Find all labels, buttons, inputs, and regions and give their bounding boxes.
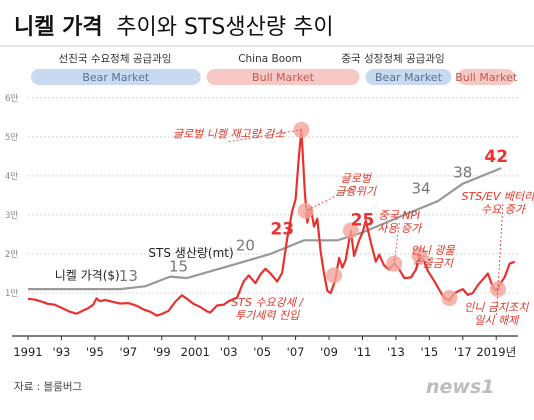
annotation-4: STS/EV 배터리용수요 증가 bbox=[462, 190, 534, 216]
y-tick-label-5: 6만 bbox=[5, 94, 18, 104]
chart-title-bold: 니켈 가격 bbox=[14, 15, 103, 40]
plot-area: Bear Market 선진국 수요정체 공급과잉 Bull Market China… bbox=[5, 53, 534, 359]
event-marker-6 bbox=[441, 290, 458, 307]
series-line-sts bbox=[28, 167, 502, 291]
x-tick-label-13: '17 bbox=[454, 345, 472, 359]
value-label-7: 42 bbox=[484, 147, 508, 167]
value-label-6: 38 bbox=[453, 164, 472, 182]
annotation-2: 중국 NPI 사용 증가 bbox=[377, 209, 423, 235]
value-label-3: 23 bbox=[270, 219, 294, 239]
y-tick-label-3: 4만 bbox=[5, 172, 18, 182]
annotation-4-line-0: STS/EV 배터리용 bbox=[462, 190, 534, 203]
leader-line-4 bbox=[497, 204, 504, 290]
market-band-1 bbox=[206, 69, 360, 85]
market-band-3 bbox=[457, 69, 515, 85]
annotation-1-line-1: 금융위기 bbox=[336, 185, 377, 198]
y-tick-label-1: 2만 bbox=[5, 250, 18, 260]
annotation-6: 인니 금지조치 일시 해제 bbox=[464, 301, 529, 327]
x-tick-label-10: '11 bbox=[354, 345, 372, 359]
x-tick-label-11: '13 bbox=[387, 345, 405, 359]
value-label-5: 34 bbox=[411, 179, 430, 197]
x-tick-label-1: '93 bbox=[53, 345, 71, 359]
y-tick-label-2: 3만 bbox=[5, 211, 18, 221]
market-band-2 bbox=[365, 69, 452, 85]
annotation-3-line-1: 수출금지 bbox=[412, 257, 453, 270]
annotation-5-line-0: STS 수요강세 / bbox=[231, 296, 304, 309]
x-tick-label-2: '95 bbox=[86, 345, 104, 359]
value-label-4: 25 bbox=[351, 210, 375, 230]
source-note: 자료 : 블룸버그 bbox=[14, 381, 83, 393]
annotation-3: 인니 광물 수출금지 bbox=[411, 244, 456, 270]
chart-title-rest: 추이와 STS생산량 추이 bbox=[116, 15, 333, 40]
x-tick-label-14: 2019년 bbox=[476, 345, 516, 359]
annotation-2-line-1: 사용 증가 bbox=[377, 222, 423, 235]
market-band-label-0: Bear Market bbox=[82, 71, 150, 84]
x-tick-label-5: 2001 bbox=[181, 345, 210, 359]
x-tick-label-0: 1991 bbox=[13, 345, 42, 359]
annotation-4-line-1: 수요 증가 bbox=[481, 203, 527, 216]
leader-line-1 bbox=[305, 185, 356, 212]
phase-label-1: China Boom bbox=[238, 53, 302, 65]
annotation-5-line-1: 투기세력 진입 bbox=[235, 309, 300, 322]
x-tick-label-12: '15 bbox=[420, 345, 438, 359]
x-tick-label-6: '03 bbox=[220, 345, 238, 359]
y-tick-label-0: 1만 bbox=[5, 289, 18, 299]
annotation-1: 글로벌 금융위기 bbox=[336, 172, 377, 198]
leader-line-0 bbox=[228, 129, 302, 143]
event-marker-3 bbox=[342, 222, 359, 239]
phase-label-2: 중국 성장정체 공급과잉 bbox=[341, 53, 444, 65]
event-marker-2 bbox=[326, 267, 343, 284]
x-tick-label-4: '99 bbox=[153, 345, 171, 359]
value-label-0: 13 bbox=[119, 267, 138, 285]
x-tick-label-8: '07 bbox=[287, 345, 305, 359]
leader-line-2 bbox=[393, 222, 400, 264]
market-band-0 bbox=[31, 69, 201, 85]
annotation-0: 글로벌 니켈 재고량 감소 bbox=[173, 128, 286, 141]
annotation-1-line-0: 글로벌 bbox=[341, 172, 372, 185]
leader-line-5 bbox=[495, 289, 499, 315]
publisher-logo: news1 bbox=[426, 376, 495, 398]
annotation-5: STS 수요강세 / 투기세력 진입 bbox=[231, 296, 304, 322]
value-label-2: 20 bbox=[236, 237, 255, 255]
market-band-label-1: Bull Market bbox=[252, 71, 315, 84]
chart-title: 니켈 가격 추이와 STS생산량 추이 bbox=[14, 15, 334, 40]
series-label-0: STS 생산량(mt) bbox=[148, 246, 233, 260]
publisher-wordmark: news1 bbox=[426, 376, 495, 398]
annotation-6-line-1: 일시 해제 bbox=[474, 314, 520, 327]
series-label-1: 니켈 가격($) bbox=[55, 268, 120, 282]
market-band-label-3: Bull Market bbox=[455, 71, 518, 84]
x-tick-label-3: '97 bbox=[119, 345, 137, 359]
phase-label-0: 선진국 수요정체 공급과잉 bbox=[59, 53, 172, 65]
market-band-label-2: Bear Market bbox=[375, 71, 443, 84]
annotation-3-line-0: 인니 광물 bbox=[411, 244, 456, 257]
annotation-2-line-0: 중국 NPI bbox=[378, 209, 420, 222]
value-label-1: 15 bbox=[169, 257, 188, 275]
x-tick-label-7: '05 bbox=[253, 345, 271, 359]
y-tick-label-4: 5만 bbox=[5, 133, 18, 143]
x-tick-label-9: '09 bbox=[320, 345, 338, 359]
annotation-0-line-0: 글로벌 니켈 재고량 감소 bbox=[173, 128, 286, 141]
annotation-6-line-0: 인니 금지조치 bbox=[464, 301, 529, 314]
